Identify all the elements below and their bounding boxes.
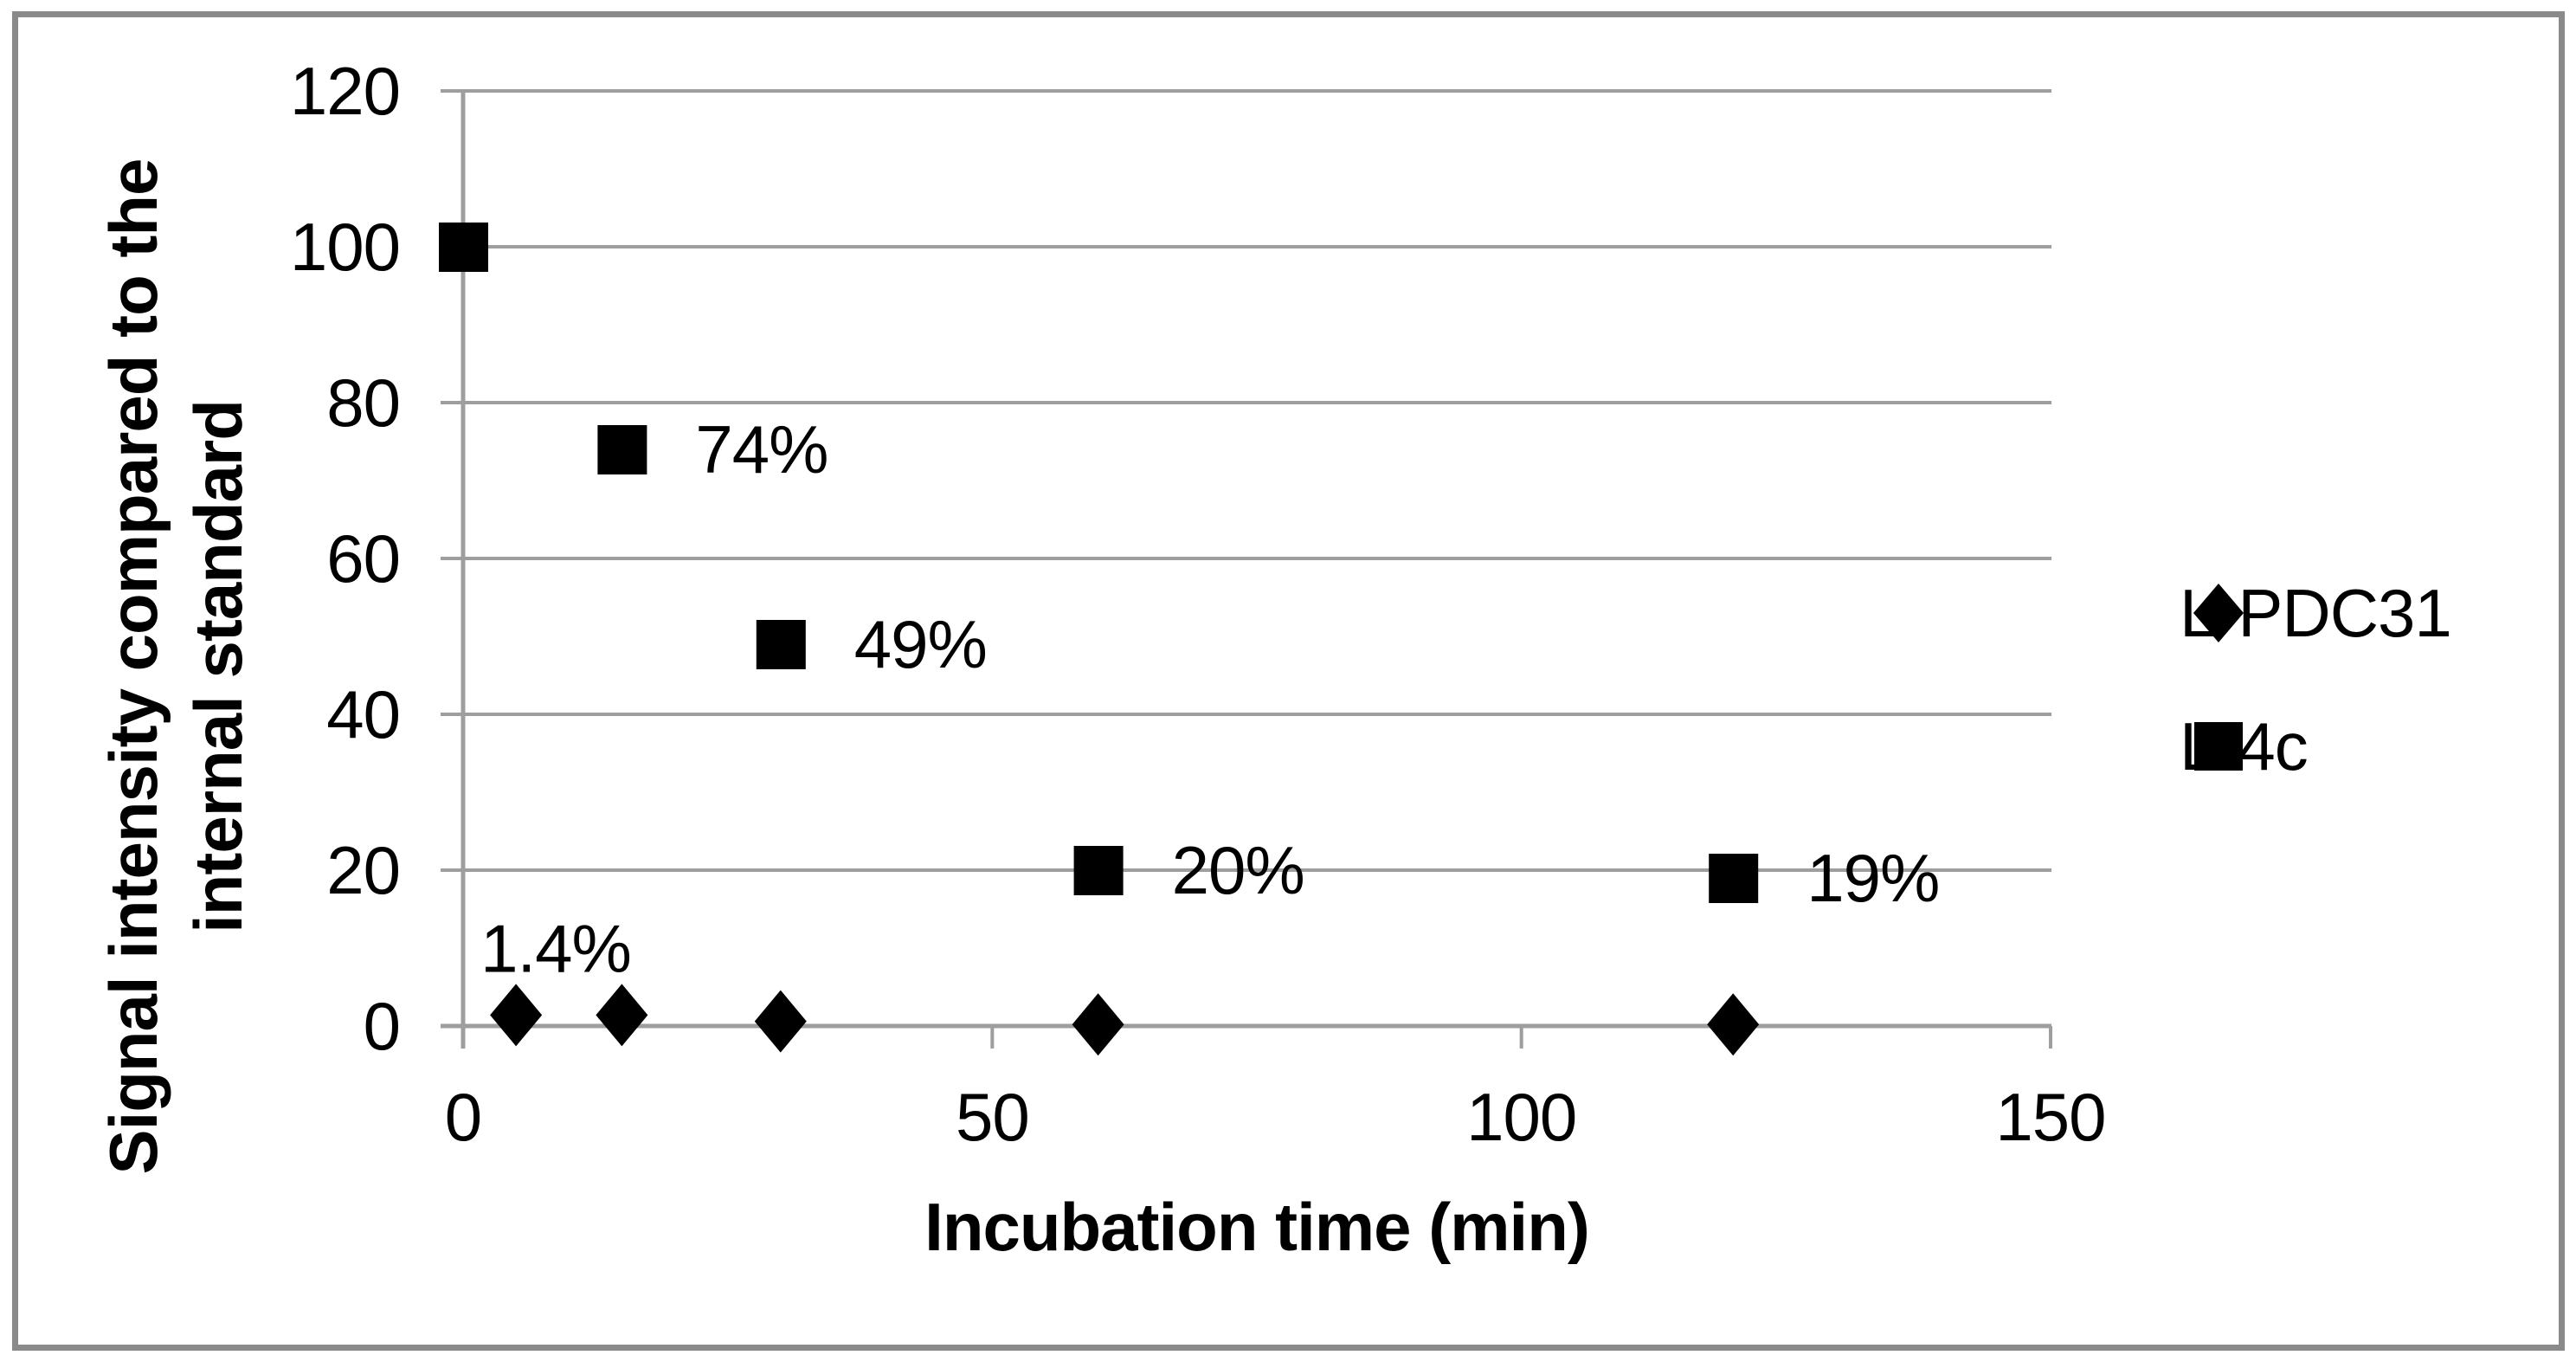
x-tick-label: 100 (1466, 1079, 1576, 1155)
square-marker (1073, 846, 1124, 895)
diamond-icon (2193, 584, 2244, 642)
square-marker (1709, 854, 1759, 903)
diamond-marker (754, 990, 807, 1053)
data-label: 74% (695, 411, 828, 487)
legend-item-l4c: L-4c (2180, 707, 2309, 785)
figure-border (12, 11, 2565, 1351)
square-marker (597, 425, 647, 474)
data-label: 19% (1806, 840, 1939, 916)
diamond-marker (596, 984, 648, 1047)
diamond-marker (1072, 993, 1124, 1056)
y-tick-label: 60 (326, 520, 400, 597)
y-tick-label: 0 (364, 988, 400, 1064)
y-axis-title-line1: Signal intensity compared to the (95, 158, 171, 1175)
square-marker (439, 223, 488, 272)
y-tick-label: 100 (290, 209, 400, 285)
data-label: 49% (854, 606, 987, 682)
data-label: 20% (1172, 832, 1304, 908)
y-tick-label: 120 (290, 53, 400, 129)
x-tick-label: 150 (1995, 1079, 2105, 1155)
data-label: 1.4% (480, 910, 631, 986)
y-tick-label: 40 (326, 676, 400, 752)
x-tick-label: 0 (445, 1079, 481, 1155)
y-axis-title: Signal intensity compared to the interna… (91, 61, 264, 1273)
x-tick-label: 50 (956, 1079, 1029, 1155)
y-tick-label: 20 (326, 832, 400, 908)
y-axis-title-line2: internal standard (180, 400, 256, 933)
diamond-marker (1707, 993, 1760, 1056)
square-marker (756, 620, 806, 669)
x-axis-title: Incubation time (min) (924, 1189, 1590, 1265)
diamond-marker (490, 984, 543, 1047)
legend-item-lpdc31: L-PDC31 (2180, 574, 2452, 652)
y-tick-label: 80 (326, 365, 400, 441)
square-icon (2194, 722, 2243, 771)
